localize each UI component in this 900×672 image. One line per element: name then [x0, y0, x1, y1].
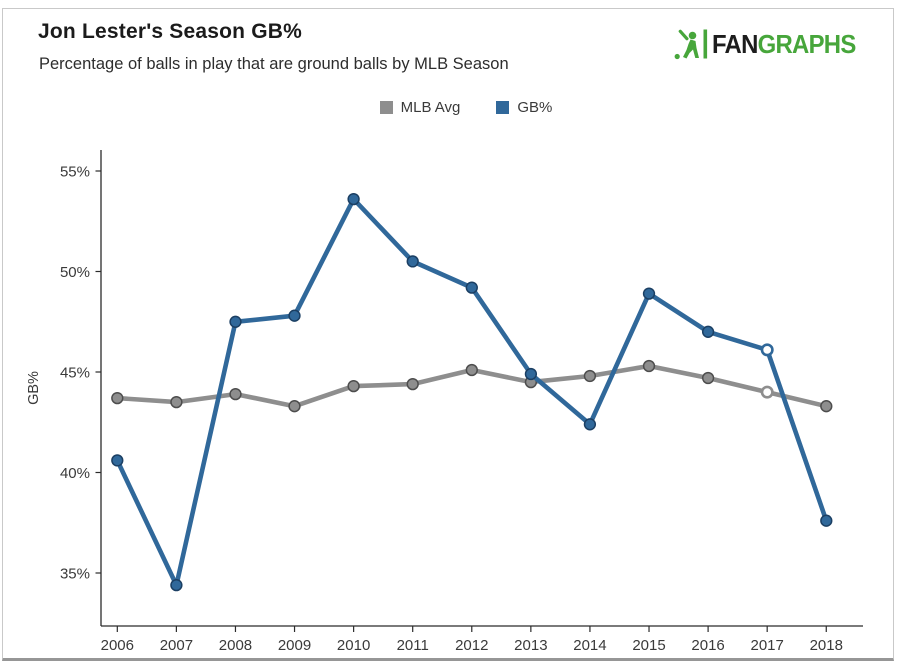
gb--point-2016 [701, 325, 715, 338]
mlb-avg-point-2012 [465, 363, 478, 377]
x-axis-tick-label: 2015 [632, 637, 665, 654]
y-axis-tick-label: 50% [60, 264, 90, 281]
x-axis-tick-label: 2010 [337, 637, 370, 654]
x-axis-tick-label: 2008 [219, 637, 252, 654]
gb--point-2008 [229, 315, 242, 328]
x-axis-tick-label: 2017 [750, 637, 783, 654]
x-axis-tick-label: 2007 [160, 637, 193, 654]
y-axis-tick-label: 45% [60, 365, 90, 382]
gb--point-2011 [406, 255, 419, 268]
gb--point-2014 [583, 418, 597, 431]
gb--point-2010 [347, 192, 360, 206]
x-axis-tick-label: 2014 [573, 637, 606, 654]
gb--point-2013 [524, 367, 538, 381]
legend-swatch-mlb-avg [379, 101, 393, 114]
y-axis-tick-label: 55% [60, 164, 90, 181]
mlb-avg-point-2009 [288, 400, 301, 413]
gb--point-2007 [170, 578, 183, 592]
x-axis-tick-label: 2012 [455, 637, 488, 654]
mlb-avg-point-2018 [820, 400, 833, 413]
x-axis-tick-label: 2006 [101, 637, 134, 654]
x-axis-tick-label: 2016 [691, 637, 724, 654]
mlb-avg-point-2015 [642, 359, 656, 373]
gb--point-2006 [111, 454, 124, 467]
legend-item-gb-pct: GB% [496, 99, 552, 116]
y-axis-label: GB% [26, 371, 42, 405]
logo-text-fan: FAN [711, 28, 758, 59]
legend-item-mlb-avg: MLB Avg [379, 99, 461, 116]
mlb-avg-point-2011 [406, 377, 419, 391]
chart-title: Jon Lester's Season GB% [38, 20, 303, 43]
mlb-avg-point-2017 [760, 385, 774, 399]
x-axis-tick-label: 2013 [514, 637, 547, 654]
chart-subtitle: Percentage of balls in play that are gro… [39, 55, 509, 73]
legend-label-mlb-avg: MLB Avg [400, 99, 461, 116]
mlb-avg-point-2006 [111, 391, 124, 405]
legend-label-gb-pct: GB% [517, 99, 553, 116]
chart-legend: MLB Avg GB% [16, 99, 900, 116]
y-axis-tick-label: 40% [60, 465, 90, 482]
x-axis-tick-label: 2009 [278, 637, 311, 654]
gb--point-2012 [465, 281, 478, 294]
legend-swatch-gb-pct [496, 101, 510, 114]
fangraphs-logo: FANGRAPHS [674, 28, 868, 60]
mlb-avg-point-2008 [229, 387, 242, 401]
gb--point-2017 [760, 343, 774, 357]
x-axis-tick-label: 2011 [397, 637, 429, 654]
gb--point-2009 [288, 309, 301, 322]
gb--point-2018 [820, 514, 833, 527]
gb--point-2015 [642, 287, 656, 300]
gb--line [115, 196, 829, 588]
fangraphs-batter-icon [674, 29, 708, 60]
mlb-avg-point-2014 [583, 369, 597, 383]
mlb-avg-point-2007 [170, 395, 183, 409]
x-axis-tick-label: 2018 [810, 637, 843, 654]
logo-text-graphs: GRAPHS [757, 28, 857, 59]
mlb-avg-point-2010 [347, 379, 360, 393]
chart-card-border [2, 8, 894, 661]
mlb-avg-point-2016 [701, 371, 715, 385]
y-axis-tick-label: 35% [60, 566, 90, 583]
